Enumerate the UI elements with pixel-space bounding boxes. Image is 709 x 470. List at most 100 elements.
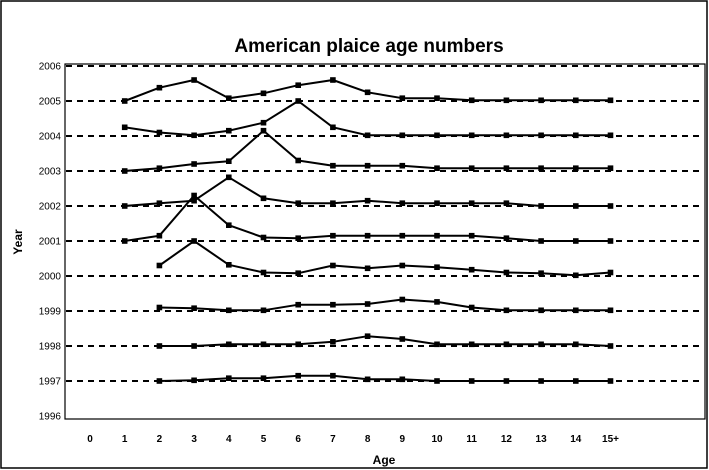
data-point (121, 98, 128, 104)
data-point (156, 304, 163, 311)
data-point (538, 270, 544, 276)
data-point (503, 269, 510, 276)
data-point (434, 378, 440, 384)
data-point (573, 203, 579, 209)
data-point (156, 200, 163, 206)
data-point (191, 161, 197, 167)
series-2001 (121, 192, 614, 244)
data-point (573, 165, 579, 171)
y-tick-label: 2004 (39, 132, 62, 143)
data-point (399, 232, 406, 239)
series-2000 (156, 238, 614, 279)
data-point (607, 307, 614, 314)
data-point (260, 234, 267, 241)
data-point (156, 262, 163, 269)
data-point (226, 307, 232, 314)
data-point (364, 197, 371, 204)
data-point (364, 132, 371, 139)
data-point (364, 265, 371, 272)
data-point (573, 97, 579, 104)
data-point (121, 238, 128, 244)
data-point (156, 232, 163, 239)
data-point (226, 95, 232, 101)
y-axis-label: Year (11, 229, 25, 255)
data-point (295, 235, 301, 241)
y-tick-label: 2005 (39, 97, 62, 108)
data-point (399, 132, 406, 139)
data-point (330, 77, 336, 83)
data-point (121, 168, 128, 174)
data-point (538, 238, 544, 244)
series-line (158, 240, 611, 277)
data-point (607, 203, 614, 209)
x-tick-label: 8 (365, 434, 371, 445)
series-2005 (121, 77, 614, 104)
data-point (573, 307, 579, 314)
data-point (364, 232, 371, 239)
data-point (226, 222, 232, 228)
data-point (468, 232, 475, 239)
data-point (191, 192, 197, 199)
data-point (121, 124, 128, 131)
data-point (191, 377, 197, 384)
data-point (191, 305, 197, 311)
x-tick-label: 11 (466, 434, 477, 445)
data-point (295, 270, 301, 276)
data-point (399, 336, 406, 342)
data-point (330, 232, 336, 239)
plot-area-border (64, 63, 706, 420)
y-tick-label: 1996 (39, 412, 62, 423)
data-point (573, 272, 579, 279)
data-point (226, 174, 232, 181)
data-point (295, 200, 301, 206)
data-point (503, 132, 510, 139)
data-point (226, 127, 232, 134)
series-line (159, 335, 611, 347)
data-point (295, 301, 301, 308)
series-2004 (121, 98, 614, 139)
data-point (434, 232, 440, 239)
data-point (503, 200, 510, 206)
data-point (503, 307, 510, 314)
data-point (607, 165, 614, 171)
data-point (399, 376, 406, 383)
data-point (260, 119, 267, 126)
x-tick-label: 3 (191, 434, 197, 445)
x-tick-label: 13 (536, 434, 548, 445)
y-tick-label: 2003 (39, 167, 62, 178)
data-point (538, 378, 544, 384)
data-point (260, 307, 267, 314)
data-point (364, 376, 371, 383)
data-point (156, 343, 163, 349)
data-point (226, 262, 232, 268)
data-point (295, 341, 301, 348)
data-point (399, 162, 406, 169)
series-line (159, 374, 611, 382)
data-point (260, 341, 267, 348)
y-tick-label: 1997 (39, 377, 62, 388)
data-point (226, 375, 232, 381)
data-point (330, 200, 336, 206)
data-point (399, 296, 406, 303)
data-point (226, 341, 232, 348)
x-tick-label: 1 (122, 434, 128, 445)
data-point (538, 341, 544, 348)
data-point (503, 378, 510, 384)
data-point (573, 378, 579, 384)
x-tick-labels: 0 1 2 3 4 5 6 7 8 9 10 11 12 13 14 15+ (87, 434, 619, 445)
data-point (399, 262, 406, 269)
data-point (260, 269, 267, 276)
data-point (226, 158, 232, 164)
data-point (434, 132, 440, 139)
y-tick-label: 2006 (39, 62, 62, 73)
data-point (434, 264, 440, 270)
data-point (503, 97, 510, 104)
data-point (468, 266, 475, 273)
data-point (538, 307, 544, 314)
data-point (607, 238, 614, 244)
data-point (503, 341, 510, 348)
x-axis-label: Age (373, 453, 396, 467)
